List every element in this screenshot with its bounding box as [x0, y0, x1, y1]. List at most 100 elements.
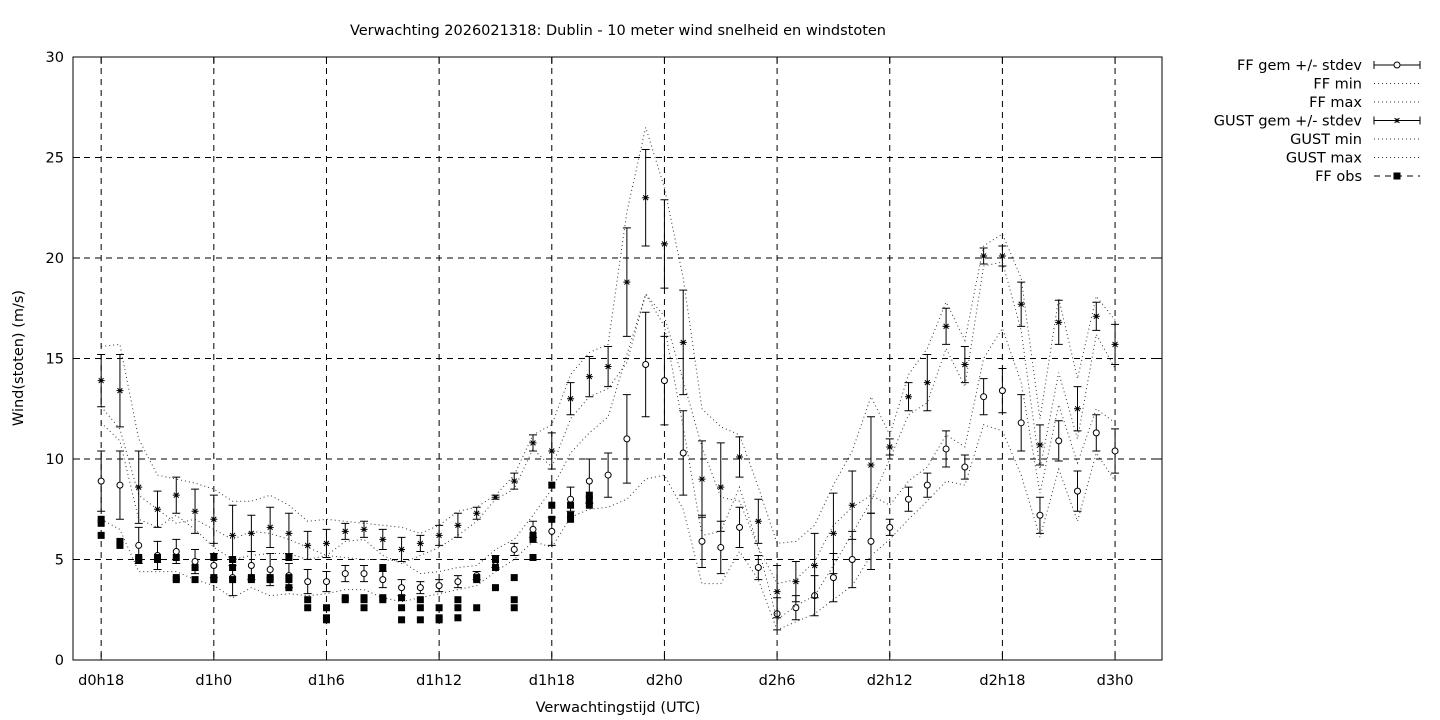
legend-entry: FF gem +/- stdev	[1237, 58, 1421, 74]
data-point	[360, 526, 368, 533]
data-point	[285, 584, 293, 592]
data-point	[229, 564, 237, 572]
data-point	[848, 556, 856, 563]
data-point	[266, 524, 274, 531]
data-point	[679, 339, 687, 346]
data-point	[398, 594, 406, 602]
data-point	[172, 574, 180, 582]
data-point	[435, 614, 443, 622]
x-tick-label: d2h6	[759, 673, 796, 689]
grid-lines	[73, 57, 1162, 660]
data-point	[585, 491, 593, 499]
x-tick-label: d1h12	[416, 673, 462, 689]
data-point	[360, 594, 368, 602]
data-point	[1017, 301, 1025, 308]
data-point	[285, 530, 293, 537]
data-point	[792, 578, 800, 585]
data-point	[153, 506, 161, 513]
legend-label: FF max	[1309, 95, 1362, 111]
data-point	[473, 510, 481, 517]
data-point	[153, 553, 161, 561]
data-point	[435, 604, 443, 612]
data-point	[510, 478, 518, 484]
series-line	[100, 293, 1116, 585]
data-point	[905, 393, 913, 400]
data-point	[416, 604, 424, 612]
data-point	[1074, 405, 1082, 412]
legend-entry: FF min	[1313, 77, 1420, 93]
data-point	[379, 576, 387, 584]
data-point	[567, 495, 575, 503]
data-point	[210, 574, 218, 582]
data-point	[116, 541, 124, 549]
series-4	[100, 261, 1116, 621]
data-point	[210, 516, 218, 523]
data-point	[548, 481, 556, 489]
data-point	[285, 574, 293, 582]
series-line	[101, 125, 1116, 544]
data-point	[886, 523, 894, 531]
data-point	[360, 570, 368, 578]
data-point	[266, 574, 274, 582]
y-tick-label: 5	[55, 553, 64, 569]
data-point	[1055, 437, 1063, 445]
series-6	[97, 481, 593, 624]
data-point	[548, 448, 556, 454]
data-point	[210, 553, 218, 561]
data-point	[660, 241, 668, 247]
data-point	[416, 616, 424, 624]
data-point	[529, 553, 537, 561]
data-point	[135, 484, 143, 490]
data-point	[229, 576, 237, 584]
data-point	[548, 527, 556, 535]
data-point	[510, 596, 518, 604]
data-point	[717, 543, 725, 551]
data-point	[322, 614, 330, 622]
x-tick-label: d2h0	[646, 673, 683, 689]
data-point	[623, 279, 631, 285]
data-point	[379, 564, 387, 572]
data-point	[398, 604, 406, 612]
legend-marker	[1393, 172, 1401, 180]
data-point	[942, 445, 950, 453]
data-point	[998, 253, 1006, 259]
legend-entry: GUST max	[1286, 151, 1420, 167]
data-point	[491, 584, 499, 592]
legend-marker	[1393, 117, 1401, 124]
x-tick-label: d1h0	[195, 673, 232, 689]
data-point	[97, 519, 105, 527]
data-point	[398, 584, 406, 592]
legend-label: GUST max	[1286, 151, 1363, 167]
data-point	[97, 477, 105, 485]
data-point	[398, 546, 406, 553]
data-point	[473, 574, 481, 582]
legend: FF gem +/- stdev FF min FF max GUST gem +/-…	[1214, 58, 1421, 185]
data-point	[454, 614, 462, 622]
data-point	[698, 537, 706, 545]
data-point	[172, 547, 180, 555]
x-tick-label: d1h6	[308, 673, 345, 689]
data-point	[416, 584, 424, 592]
data-point	[510, 604, 518, 612]
data-point	[923, 481, 931, 489]
data-point	[116, 481, 124, 489]
data-point	[585, 495, 593, 503]
data-point	[1036, 511, 1044, 519]
data-point	[529, 535, 537, 543]
data-point	[1036, 442, 1044, 448]
data-point	[379, 536, 387, 543]
x-tick-label: d3h0	[1097, 673, 1134, 689]
data-point	[961, 463, 969, 471]
data-point	[322, 604, 330, 612]
data-point	[322, 578, 330, 586]
data-point	[304, 542, 312, 549]
data-point	[567, 511, 575, 519]
data-point	[229, 556, 237, 563]
data-point	[172, 492, 180, 498]
x-tick-label: d2h18	[979, 673, 1025, 689]
data-point	[341, 570, 349, 578]
legend-label: FF obs	[1315, 169, 1362, 185]
data-point	[97, 377, 105, 384]
y-tick-label: 30	[46, 50, 64, 66]
